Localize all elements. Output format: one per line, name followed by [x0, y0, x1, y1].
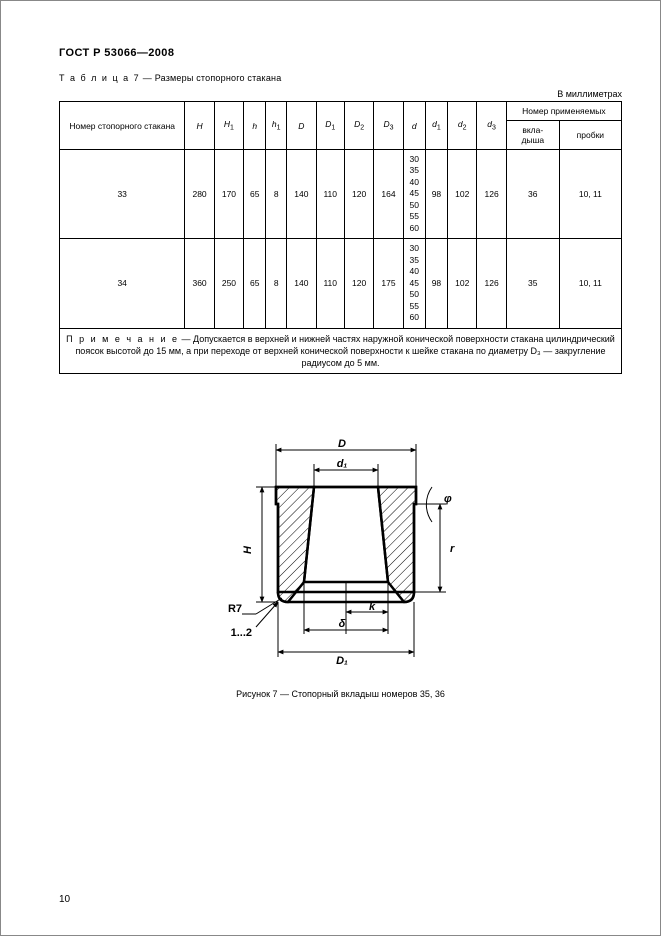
col-plug: пробки	[559, 121, 621, 150]
table-row: 3328017065814011012016430354045505560981…	[60, 150, 622, 239]
cell: 170	[214, 150, 243, 239]
cell: 102	[448, 239, 477, 328]
lbl-D1: D₁	[336, 655, 348, 667]
cell: 140	[287, 239, 316, 328]
lbl-H: H	[242, 545, 254, 554]
cell: 65	[244, 239, 266, 328]
col-D2: D2	[344, 102, 373, 150]
cell: 98	[425, 150, 447, 239]
cell: 250	[214, 239, 243, 328]
col-d: d	[403, 102, 425, 150]
cell-d-list: 30354045505560	[403, 239, 425, 328]
col-group-applied: Номер применяемых	[506, 102, 621, 121]
col-h: h	[244, 102, 266, 150]
caption-rest: — Размеры стопорного стакана	[140, 73, 281, 83]
cell: 120	[344, 150, 373, 239]
cell: 140	[287, 150, 316, 239]
lbl-d1: d₁	[336, 458, 347, 470]
page-number: 10	[59, 894, 70, 905]
figure-drawing: D d₁ H r φ R7 1...2 δ k D₁	[196, 432, 486, 667]
cell: 36	[506, 150, 559, 239]
cell: 8	[266, 239, 287, 328]
table-note: П р и м е ч а н и е — Допускается в верх…	[60, 328, 622, 373]
cell: 164	[374, 150, 403, 239]
cell: 102	[448, 150, 477, 239]
cell: 110	[316, 150, 344, 239]
cell: 126	[477, 239, 506, 328]
col-d3: d3	[477, 102, 506, 150]
cell: 65	[244, 150, 266, 239]
table-row: 3436025065814011012017530354045505560981…	[60, 239, 622, 328]
cell: 35	[506, 239, 559, 328]
cell: 120	[344, 239, 373, 328]
col-insert: вкла- дыша	[506, 121, 559, 150]
lbl-12: 1...2	[230, 627, 251, 639]
cell: 98	[425, 239, 447, 328]
caption-prefix: Т а б л и ц а 7	[59, 73, 140, 83]
col-d1: d1	[425, 102, 447, 150]
cell: 33	[60, 150, 185, 239]
lbl-delta: δ	[338, 618, 345, 630]
cell: 110	[316, 239, 344, 328]
cell: 175	[374, 239, 403, 328]
cell: 280	[185, 150, 214, 239]
col-D3: D3	[374, 102, 403, 150]
doc-title: ГОСТ Р 53066—2008	[59, 47, 622, 59]
cell: 8	[266, 150, 287, 239]
note-label: П р и м е ч а н и е	[66, 334, 179, 344]
col-D: D	[287, 102, 316, 150]
cell: 126	[477, 150, 506, 239]
lbl-r: r	[450, 543, 455, 555]
cell: 34	[60, 239, 185, 328]
cell: 360	[185, 239, 214, 328]
table-caption: Т а б л и ц а 7 — Размеры стопорного ста…	[59, 73, 622, 83]
cell-d-list: 30354045505560	[403, 150, 425, 239]
lbl-k: k	[368, 601, 375, 613]
lbl-D: D	[338, 438, 346, 450]
col-h1: h1	[266, 102, 287, 150]
cell: 10, 11	[559, 239, 621, 328]
col-H1: H1	[214, 102, 243, 150]
lbl-phi: φ	[444, 493, 452, 505]
col-number: Номер стопорного стакана	[60, 102, 185, 150]
dimensions-table: Номер стопорного стакана H H1 h h1 D D1 …	[59, 101, 622, 374]
col-H: H	[185, 102, 214, 150]
col-D1: D1	[316, 102, 344, 150]
lbl-R7: R7	[227, 603, 241, 615]
col-d2: d2	[448, 102, 477, 150]
cell: 10, 11	[559, 150, 621, 239]
figure-caption: Рисунок 7 — Стопорный вкладыш номеров 35…	[59, 689, 622, 699]
table-units: В миллиметрах	[59, 89, 622, 99]
